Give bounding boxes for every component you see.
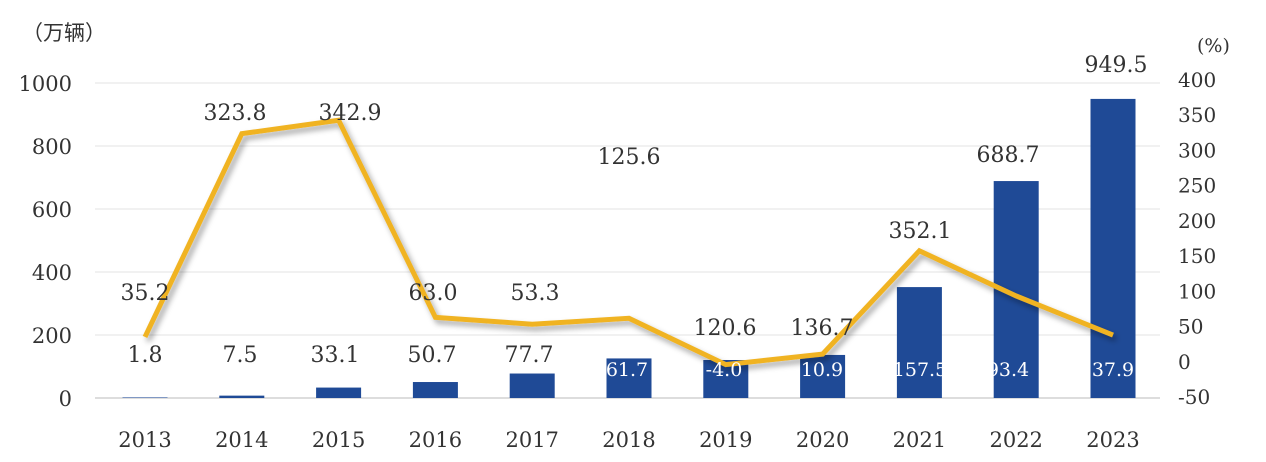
right-tick-label: 50 bbox=[1178, 315, 1203, 339]
left-axis-unit: （万辆） bbox=[22, 21, 106, 45]
bar-2014 bbox=[219, 396, 264, 398]
growth-value-label: 93.4 bbox=[987, 359, 1029, 381]
right-tick-label: 400 bbox=[1178, 68, 1216, 92]
left-tick-label: 200 bbox=[32, 324, 72, 348]
left-tick-label: 800 bbox=[32, 135, 72, 159]
bar-value-label: 136.7 bbox=[791, 316, 854, 341]
x-tick-label: 2022 bbox=[989, 428, 1042, 452]
bar-value-label: 1.8 bbox=[128, 343, 163, 368]
right-axis-unit: (%) bbox=[1197, 35, 1230, 57]
x-tick-label: 2015 bbox=[312, 428, 365, 452]
growth-value-label: -4.0 bbox=[706, 359, 743, 381]
bar-value-label: 50.7 bbox=[408, 343, 457, 368]
bar-value-label: 77.7 bbox=[505, 343, 554, 368]
right-tick-label: 150 bbox=[1178, 244, 1216, 268]
x-tick-label: 2018 bbox=[602, 428, 655, 452]
bar-2015 bbox=[316, 388, 361, 398]
right-tick-label: 200 bbox=[1178, 209, 1216, 233]
bar-2016 bbox=[413, 382, 458, 398]
x-tick-label: 2016 bbox=[409, 428, 462, 452]
x-tick-label: 2023 bbox=[1086, 428, 1139, 452]
x-tick-label: 2020 bbox=[796, 428, 849, 452]
left-tick-label: 0 bbox=[59, 387, 72, 411]
growth-value-label: 10.9 bbox=[801, 359, 843, 381]
bar-value-label: 125.6 bbox=[598, 145, 661, 170]
growth-value-label: 61.7 bbox=[606, 359, 648, 381]
growth-value-label: 37.9 bbox=[1092, 359, 1134, 381]
bar-2023 bbox=[1091, 99, 1136, 398]
right-tick-label: 350 bbox=[1178, 103, 1216, 127]
x-tick-label: 2013 bbox=[118, 428, 171, 452]
right-tick-label: -50 bbox=[1178, 385, 1210, 409]
bar-value-label: 120.6 bbox=[694, 316, 757, 341]
bar-2013 bbox=[123, 397, 168, 398]
left-tick-label: 400 bbox=[32, 261, 72, 285]
bar-value-label: 33.1 bbox=[311, 343, 360, 368]
x-tick-label: 2014 bbox=[215, 428, 268, 452]
growth-value-label: 342.9 bbox=[319, 101, 382, 126]
bar-2017 bbox=[510, 374, 555, 398]
bar-2021 bbox=[897, 287, 942, 398]
x-tick-label: 2019 bbox=[699, 428, 752, 452]
growth-value-label: 53.3 bbox=[511, 281, 560, 306]
growth-value-label: 157.5 bbox=[893, 359, 947, 381]
growth-value-label: 63.0 bbox=[409, 281, 458, 306]
right-tick-label: 100 bbox=[1178, 279, 1216, 303]
left-tick-label: 600 bbox=[32, 198, 72, 222]
left-tick-label: 1000 bbox=[19, 72, 72, 96]
right-tick-label: 300 bbox=[1178, 138, 1216, 162]
bar-value-label: 949.5 bbox=[1085, 53, 1148, 78]
bar-value-label: 7.5 bbox=[223, 343, 258, 368]
x-tick-label: 2021 bbox=[893, 428, 946, 452]
growth-value-label: 323.8 bbox=[204, 101, 267, 126]
right-tick-label: 0 bbox=[1178, 350, 1191, 374]
bar-value-label: 352.1 bbox=[889, 219, 952, 244]
bar-value-label: 688.7 bbox=[977, 143, 1040, 168]
right-tick-label: 250 bbox=[1178, 174, 1216, 198]
x-tick-label: 2017 bbox=[505, 428, 558, 452]
growth-value-label: 35.2 bbox=[121, 281, 170, 306]
